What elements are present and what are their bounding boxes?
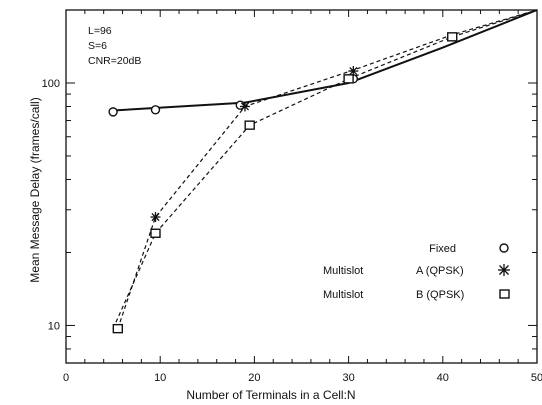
annotation-cnr: CNR=20dB: [88, 55, 141, 67]
x-tick-label: 30: [342, 372, 354, 384]
series-line-2: [112, 9, 538, 329]
point-square-series-2: [150, 228, 161, 238]
legend: Fixed Multislot A (QPSK) Multislot B (QP…: [323, 243, 510, 301]
point-square-series-2: [244, 120, 255, 130]
legend-multislot-a-star-marker: [498, 264, 510, 276]
data-points: [108, 32, 458, 334]
x-tick-label: 40: [437, 372, 449, 384]
y-tick-label: 100: [42, 78, 60, 90]
point-circle-series-0: [108, 107, 118, 117]
point-square-series-2: [112, 323, 124, 334]
axes: 0 10 20 30 40 50 10 100: [42, 9, 542, 384]
x-tick-label: 50: [531, 372, 542, 384]
point-circle-series-0: [150, 105, 161, 115]
series-line-1: [117, 9, 538, 329]
point-square-series-2: [343, 74, 354, 84]
x-axis-title: Number of Terminals in a Cell:N: [186, 388, 355, 402]
legend-multislot-b-label: Multislot: [323, 289, 363, 301]
point-square-series-2: [447, 32, 458, 42]
x-tick-label: 0: [63, 372, 69, 384]
y-tick-label: 10: [48, 320, 60, 332]
series-lines: [112, 9, 538, 329]
x-tick-label: 20: [248, 372, 260, 384]
x-tick-label: 10: [154, 372, 166, 384]
legend-fixed-label: Fixed: [429, 243, 456, 255]
y-axis-title: Mean Message Delay (frames/call): [28, 97, 42, 282]
plot-frame: [65, 9, 538, 364]
point-star-series-1: [348, 66, 359, 77]
annotation-s: S=6: [88, 40, 107, 52]
legend-multislot-a-mode: A (QPSK): [416, 265, 464, 277]
point-star-series-1: [239, 101, 250, 112]
series-line-0: [113, 9, 538, 112]
annotation-l: L=96: [88, 25, 112, 37]
legend-multislot-b-mode: B (QPSK): [416, 289, 464, 301]
legend-fixed-circle-marker: [499, 243, 509, 253]
point-star-series-1: [150, 212, 161, 223]
legend-multislot-a-label: Multislot: [323, 265, 363, 277]
legend-multislot-b-square-marker: [499, 289, 510, 299]
parameter-annotations: L=96 S=6 CNR=20dB: [88, 25, 141, 67]
